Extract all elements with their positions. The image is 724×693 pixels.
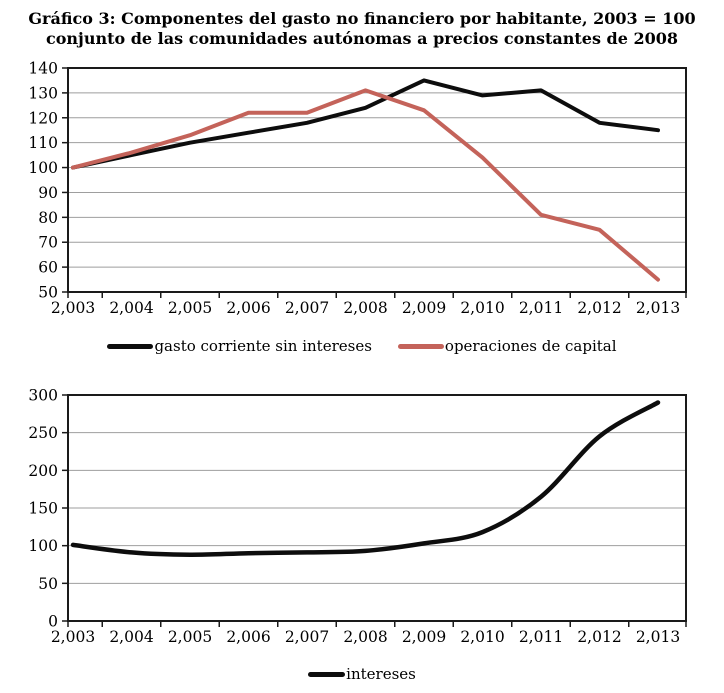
- y-tick-label: 0: [48, 613, 58, 631]
- axes: [62, 67, 687, 298]
- legend-item-gasto-corriente: gasto corriente sin intereses: [107, 337, 372, 355]
- y-tick-label: 50: [38, 575, 58, 593]
- x-tick-label: 2,012: [577, 628, 621, 646]
- legend-label-intereses: intereses: [346, 665, 416, 683]
- x-tick-label: 2,010: [460, 299, 504, 317]
- y-tick-label: 80: [38, 209, 58, 227]
- series-line-operaciones-de-capital: [71, 88, 660, 282]
- axis-labels: 50 60 70 80 90 100 110 120 130 140 2,003 2,004 2,005…: [28, 60, 680, 318]
- top-chart-canvas: 50 60 70 80 90 100 110 120 130 140 2,003 2,004 2,005…: [28, 60, 687, 318]
- y-tick-label: 100: [28, 537, 58, 555]
- y-tick-label: 250: [28, 424, 58, 442]
- x-tick-label: 2,007: [285, 628, 329, 646]
- x-tick-label: 2,004: [109, 628, 154, 646]
- bottom-chart-legend: intereses: [0, 663, 724, 685]
- axes: [62, 394, 687, 627]
- x-tick-label: 2,012: [577, 299, 621, 317]
- x-tick-label: 2,003: [51, 299, 95, 317]
- y-tick-label: 50: [38, 284, 58, 302]
- series-line-gasto-corriente-sin-intereses: [71, 78, 660, 170]
- x-tick-label: 2,005: [168, 299, 212, 317]
- legend-label-gasto-corriente: gasto corriente sin intereses: [154, 337, 372, 355]
- gridlines: [68, 432, 686, 584]
- x-tick-label: 2,005: [168, 628, 212, 646]
- x-tick-label: 2,013: [636, 299, 680, 317]
- series-line-intereses: [70, 400, 661, 557]
- y-tick-label: 60: [38, 259, 58, 277]
- legend-item-operaciones-capital: operaciones de capital: [397, 337, 617, 355]
- x-tick-label: 2,008: [343, 299, 387, 317]
- legend-marker-gasto-corriente-icon: [107, 343, 154, 349]
- x-tick-label: 2,007: [285, 299, 329, 317]
- x-tick-label: 2,009: [402, 299, 446, 317]
- y-tick-label: 200: [28, 462, 58, 480]
- y-tick-label: 140: [28, 60, 58, 78]
- x-tick-label: 2,008: [343, 628, 387, 646]
- legend-label-operaciones-capital: operaciones de capital: [444, 337, 617, 355]
- y-tick-label: 150: [28, 500, 58, 518]
- x-tick-label: 2,011: [519, 299, 563, 317]
- bottom-chart-canvas: 0 50 100 150 200 250 300 2,003 2,004 2,005 2,006 2,…: [28, 387, 687, 647]
- x-tick-label: 2,006: [226, 628, 270, 646]
- top-chart-legend: gasto corriente sin intereses operacione…: [0, 335, 724, 357]
- y-tick-label: 110: [28, 134, 58, 152]
- x-tick-label: 2,003: [51, 628, 95, 646]
- y-tick-label: 300: [28, 387, 58, 405]
- x-tick-label: 2,013: [636, 628, 680, 646]
- y-tick-label: 70: [38, 234, 58, 252]
- chart-title-line1: Gráfico 3: Componentes del gasto no fina…: [28, 9, 696, 28]
- x-tick-label: 2,004: [109, 299, 154, 317]
- legend-marker-operaciones-capital-icon: [397, 343, 444, 349]
- y-tick-label: 90: [38, 184, 58, 202]
- y-tick-label: 100: [28, 159, 58, 177]
- x-tick-label: 2,010: [460, 628, 504, 646]
- chart-title: Gráfico 3: Componentes del gasto no fina…: [0, 9, 724, 48]
- x-tick-label: 2,009: [402, 628, 446, 646]
- y-tick-label: 130: [28, 84, 58, 102]
- chart-title-line2: conjunto de las comunidades autónomas a …: [46, 28, 678, 48]
- y-tick-label: 120: [28, 109, 58, 127]
- plot-border: [67, 67, 687, 293]
- legend-item-intereses: intereses: [308, 665, 416, 683]
- axis-labels: 0 50 100 150 200 250 300 2,003 2,004 2,005 2,006 2,…: [28, 387, 680, 647]
- x-tick-label: 2,006: [226, 299, 270, 317]
- x-tick-label: 2,011: [519, 628, 563, 646]
- legend-marker-intereses-icon: [308, 671, 346, 677]
